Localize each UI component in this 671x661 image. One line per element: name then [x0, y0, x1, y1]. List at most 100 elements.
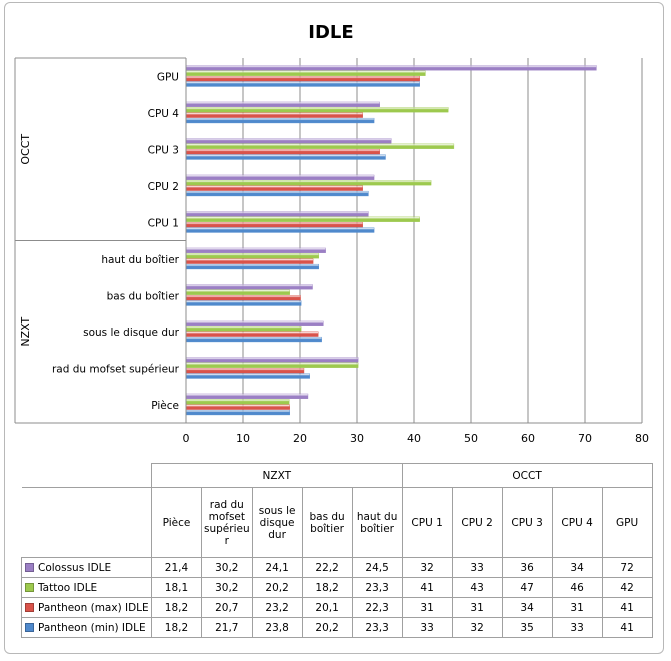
legend-label: Colossus IDLE — [38, 561, 112, 574]
chart-frame: IDLE Pièce rad du mofset supérieur sous le… — [4, 2, 664, 654]
bar-chart: IDLE Pièce rad du mofset supérieur sous le… — [14, 22, 650, 445]
table-column-header: CPU 3 — [501, 487, 553, 558]
table-cell: 22,2 — [301, 557, 353, 578]
bar-colossus-idle-4 — [185, 247, 326, 253]
table-cell: 23,2 — [251, 597, 303, 618]
table-cell: 24,5 — [351, 557, 403, 578]
table-row-label: Pantheon (max) IDLE — [21, 597, 152, 618]
table-column-header: sous le disque dur — [251, 487, 303, 558]
table-cell: 20,2 — [251, 577, 303, 598]
chart-title: IDLE — [308, 22, 353, 43]
bar-tattoo-idle-0 — [185, 399, 290, 405]
bar-tattoo-idle-1 — [185, 362, 359, 368]
table-cell: 23,3 — [351, 617, 403, 638]
category-labels: Pièce rad du mofset supérieur sous le disq… — [52, 71, 180, 412]
bar-pantheon-max-idle-8 — [185, 112, 363, 118]
bar-tattoo-idle-6 — [185, 180, 432, 186]
table-cell: 18,2 — [151, 597, 202, 618]
bar-pantheon-min-idle-3 — [185, 300, 302, 306]
table-row-label: Tattoo IDLE — [21, 577, 152, 598]
bar-pantheon-max-idle-1 — [185, 368, 305, 374]
x-tick-label: 30 — [350, 432, 364, 445]
category-label: bas du boîtier — [107, 290, 180, 302]
data-table: NZXT OCCT Pièce rad du mofset supérieu r sou… — [21, 463, 653, 638]
x-tick-label: 70 — [578, 432, 592, 445]
table-cell: 31 — [451, 597, 503, 618]
bar-pantheon-max-idle-5 — [185, 222, 363, 228]
table-cell: 72 — [601, 557, 653, 578]
table-cell: 42 — [601, 577, 653, 598]
table-cell: 41 — [601, 617, 653, 638]
bar-tattoo-idle-9 — [185, 70, 426, 76]
category-label: GPU — [157, 71, 179, 83]
category-label: CPU 2 — [148, 181, 179, 193]
table-cell: 23,3 — [351, 577, 403, 598]
bar-pantheon-min-idle-2 — [185, 336, 322, 343]
bar-colossus-idle-8 — [185, 101, 381, 107]
bar-pantheon-min-idle-0 — [185, 409, 290, 416]
data-table-wrap: NZXT OCCT Pièce rad du mofset supérieu r sou… — [21, 463, 653, 638]
category-label: rad du mofset supérieur — [52, 363, 180, 375]
table-column-header: CPU 4 — [551, 487, 603, 558]
table-cell: 34 — [501, 597, 553, 618]
table-cell: 18,2 — [301, 577, 353, 598]
x-tick-label: 50 — [464, 432, 478, 445]
bars — [185, 65, 597, 416]
table-cell: 20,7 — [201, 597, 253, 618]
table-column-header: GPU — [601, 487, 653, 558]
x-tick-labels: 0 10 20 30 40 50 60 70 80 — [183, 432, 650, 445]
group-label-occt: OCCT — [19, 134, 32, 165]
table-cell: 31 — [551, 597, 603, 618]
table-row: Tattoo IDLE 18,1 30,2 20,2 18,2 23,3 41 43 47 46 4… — [21, 577, 653, 598]
table-column-header: haut du boîtier — [351, 487, 403, 558]
table-cell: 22,3 — [351, 597, 403, 618]
group-labels: NZXT OCCT — [19, 134, 32, 347]
table-row: Pantheon (max) IDLE 18,2 20,7 23,2 20,1 22,3 3… — [21, 597, 653, 618]
table-cell: 36 — [501, 557, 553, 578]
category-label: haut du boîtier — [101, 254, 179, 266]
table-cell: 23,8 — [251, 617, 303, 638]
table-column-header: CPU 1 — [401, 487, 453, 558]
table-cell: 33 — [551, 617, 603, 638]
bar-pantheon-min-idle-8 — [185, 117, 375, 124]
table-cell: 20,2 — [301, 617, 353, 638]
bar-tattoo-idle-3 — [185, 289, 290, 295]
table-cell: 46 — [551, 577, 603, 598]
legend-label: Pantheon (min) IDLE — [38, 621, 146, 634]
bar-colossus-idle-7 — [185, 138, 392, 144]
category-label: CPU 1 — [148, 217, 179, 229]
bar-colossus-idle-3 — [185, 284, 313, 290]
table-group-header: NZXT — [151, 463, 403, 488]
table-cell: 21,7 — [201, 617, 253, 638]
x-tick-label: 20 — [293, 432, 307, 445]
bar-pantheon-max-idle-0 — [185, 404, 290, 410]
table-cell: 41 — [401, 577, 453, 598]
category-label: CPU 3 — [148, 144, 179, 156]
bar-tattoo-idle-8 — [185, 107, 449, 113]
bar-pantheon-min-idle-1 — [185, 373, 310, 379]
legend-swatch — [25, 583, 34, 592]
bar-pantheon-max-idle-7 — [185, 149, 381, 155]
table-cell: 33 — [451, 557, 503, 578]
table-cell: 43 — [451, 577, 503, 598]
x-tick-label: 40 — [407, 432, 421, 445]
x-tick-label: 80 — [635, 432, 649, 445]
table-row-label: Colossus IDLE — [21, 557, 152, 578]
bar-pantheon-max-idle-9 — [185, 76, 420, 82]
table-cell: 41 — [601, 597, 653, 618]
table-column-header: CPU 2 — [451, 487, 503, 558]
bar-tattoo-idle-5 — [185, 216, 420, 222]
table-row-label: Pantheon (min) IDLE — [21, 617, 152, 638]
bar-colossus-idle-9 — [185, 65, 597, 71]
table-column-header: rad du mofset supérieu r — [201, 487, 253, 558]
axes — [14, 57, 642, 424]
table-column-header: Pièce — [151, 487, 202, 558]
table-cell: 47 — [501, 577, 553, 598]
bar-pantheon-max-idle-4 — [185, 258, 314, 264]
bar-colossus-idle-6 — [185, 174, 375, 180]
bar-pantheon-min-idle-5 — [185, 227, 375, 233]
table-cell: 20,1 — [301, 597, 353, 618]
bar-tattoo-idle-2 — [185, 326, 302, 332]
table-cell: 24,1 — [251, 557, 303, 578]
bar-colossus-idle-5 — [185, 211, 369, 217]
